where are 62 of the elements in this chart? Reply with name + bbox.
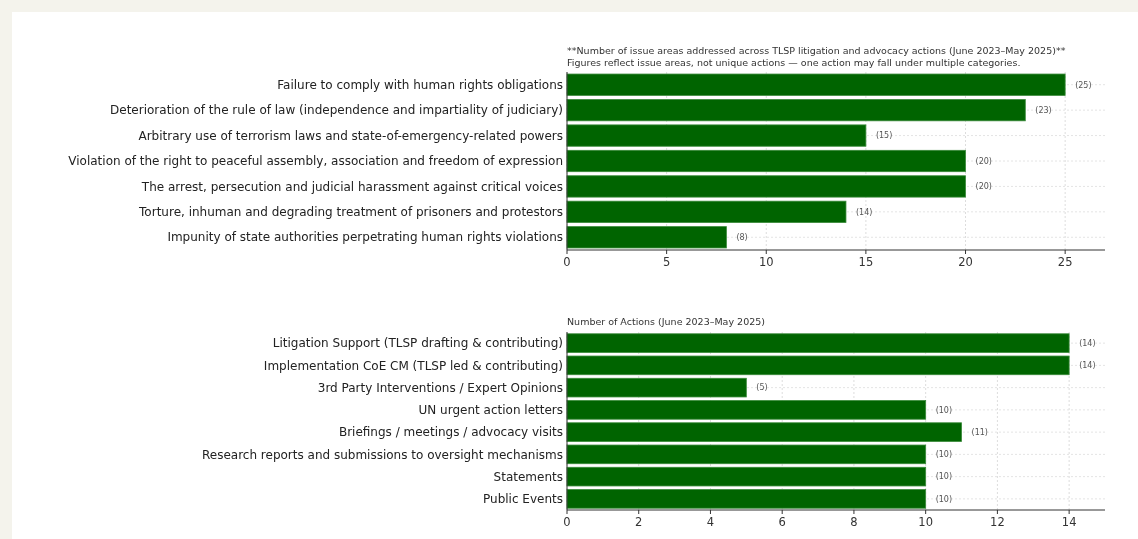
chart-title: **Number of issue areas addressed across TLSP litigation and advocacy actions (June 2023–May 2025)** (567, 45, 1066, 56)
x-tick-label: 6 (778, 515, 786, 529)
data-label: (14) (855, 207, 873, 217)
bar (566, 73, 1066, 96)
bar (566, 400, 927, 420)
data-label: (10) (935, 405, 953, 415)
bar (566, 175, 966, 198)
x-tick-label: 5 (662, 255, 671, 269)
y-tick-label: Litigation Support (TLSP drafting & contributing) (272, 336, 563, 351)
bar (566, 226, 727, 249)
y-tick-label: Impunity of state authorities perpetrating human rights violations (167, 230, 563, 245)
y-tick-label: The arrest, persecution and judicial harassment against critical voices (140, 179, 563, 194)
bar (566, 444, 927, 465)
data-label: (11) (971, 427, 988, 437)
x-tick-label: 0 (563, 255, 571, 269)
data-label: (5) (756, 383, 768, 393)
y-tick-label: UN urgent action letters (418, 403, 563, 418)
bar (566, 149, 966, 173)
data-label: (20) (975, 182, 992, 192)
bar (566, 466, 927, 487)
x-tick-label: 2 (635, 515, 643, 529)
x-tick-label: 15 (858, 255, 874, 269)
x-tick-label: 0 (563, 515, 571, 529)
data-label: (14) (1079, 361, 1096, 371)
x-tick-label: 8 (850, 515, 858, 529)
bar (566, 333, 1070, 353)
x-tick-label: 14 (1061, 515, 1077, 529)
x-tick-label: 12 (990, 515, 1005, 529)
data-label: (25) (1075, 80, 1092, 90)
y-tick-label: Failure to comply with human rights obligations (277, 77, 563, 92)
x-tick-label: 25 (1057, 255, 1073, 269)
data-label: (10) (935, 472, 953, 482)
y-tick-label: Deterioration of the rule of law (independence and impartiality of judiciary) (110, 103, 563, 118)
bar (566, 200, 847, 223)
x-tick-label: 20 (958, 255, 973, 269)
chart-title: Number of Actions (June 2023–May 2025) (567, 316, 765, 327)
y-tick-label: Statements (493, 469, 563, 484)
chart-subtitle: Figures reflect issue areas, not unique actions — one action may fall under multiple categories. (567, 57, 1021, 68)
data-label: (10) (935, 494, 953, 504)
bar (566, 99, 1026, 122)
bar (566, 124, 867, 147)
x-tick-label: 10 (918, 515, 933, 529)
y-tick-label: Implementation CoE CM (TLSP led & contributing) (263, 358, 563, 373)
y-tick-label: Briefings / meetings / advocacy visits (338, 425, 563, 440)
bar (566, 422, 962, 442)
y-tick-label: Research reports and submissions to oversight mechanisms (201, 447, 563, 462)
y-tick-label: Public Events (483, 492, 563, 507)
data-label: (10) (935, 450, 953, 460)
data-label: (14) (1079, 338, 1096, 348)
bar (566, 355, 1070, 376)
data-label: (8) (736, 233, 748, 243)
y-tick-label: 3rd Party Interventions / Expert Opinions (317, 380, 563, 395)
data-label: (15) (875, 131, 893, 141)
data-label: (23) (1035, 105, 1052, 115)
data-label: (20) (975, 156, 992, 166)
y-tick-label: Violation of the right to peaceful assembly, association and freedom of expression (68, 154, 563, 169)
x-tick-label: 10 (758, 255, 774, 269)
bar (566, 489, 927, 509)
bar (566, 377, 747, 398)
y-tick-label: Arbitrary use of terrorism laws and state-of-emergency-related powers (138, 128, 563, 143)
y-tick-label: Torture, inhuman and degrading treatment of prisoners and protestors (138, 205, 563, 220)
x-tick-label: 4 (706, 515, 715, 529)
